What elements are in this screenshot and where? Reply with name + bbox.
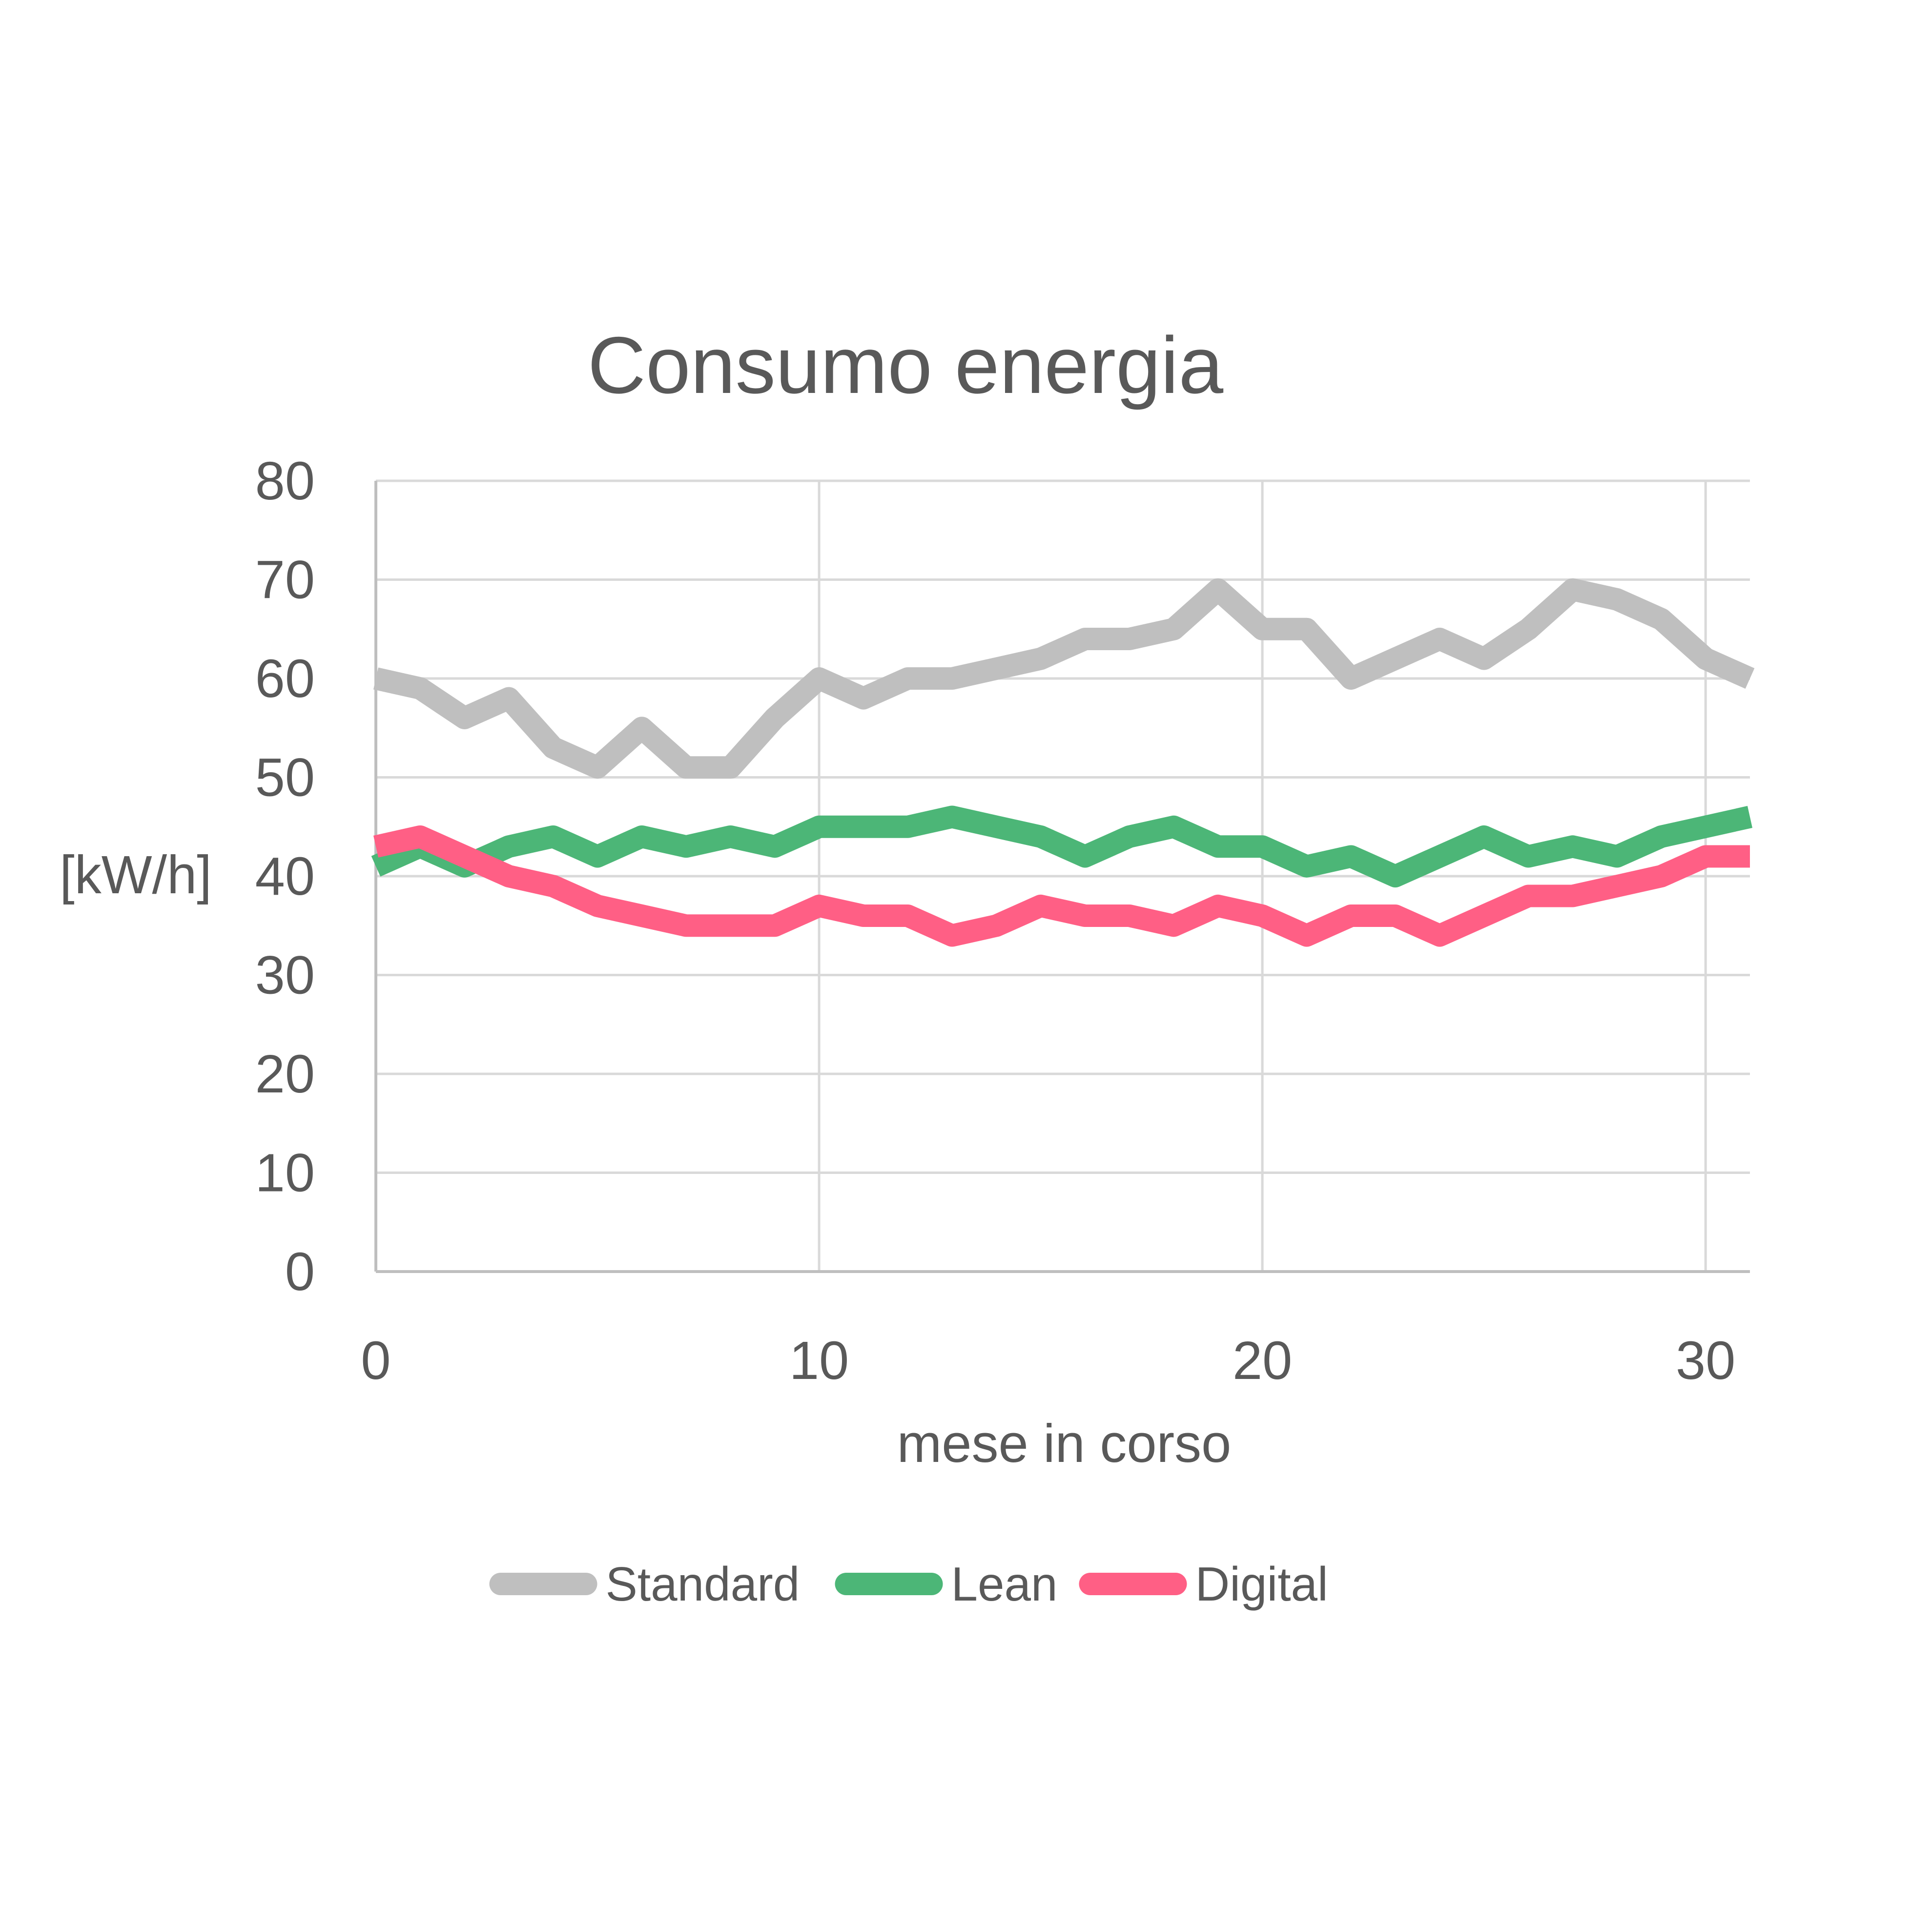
y-axis-label: [kW/h]	[60, 845, 212, 905]
y-tick-label-50: 50	[255, 748, 315, 808]
x-tick-label-0: 0	[361, 1331, 391, 1391]
legend-item-standard: Standard	[489, 1557, 800, 1611]
y-tick-label-60: 60	[255, 649, 315, 709]
x-axis-label: mese in corso	[897, 1414, 1232, 1474]
series-line-standard	[373, 578, 1755, 779]
legend-item-digital: Digital	[1079, 1557, 1328, 1611]
legend-label-lean: Lean	[951, 1557, 1058, 1611]
y-tick-label-40: 40	[255, 846, 315, 906]
y-tick-label-30: 30	[255, 945, 315, 1006]
x-tick-label-30: 30	[1676, 1331, 1735, 1391]
tick-labels: 0 10 20 30 40 50 60 70 80 0 10 20 30	[255, 451, 1736, 1391]
y-tick-label-80: 80	[255, 451, 315, 511]
x-tick-label-20: 20	[1233, 1331, 1292, 1391]
series-lines	[371, 578, 1755, 947]
legend-label-digital: Digital	[1195, 1557, 1328, 1611]
legend: Standard Lean Digital	[489, 1557, 1328, 1611]
legend-item-lean: Lean	[835, 1557, 1058, 1611]
y-tick-label-70: 70	[255, 550, 315, 610]
legend-label-standard: Standard	[606, 1557, 800, 1611]
y-tick-label-0: 0	[285, 1242, 315, 1302]
x-tick-label-10: 10	[789, 1331, 849, 1391]
series-line-lean	[371, 805, 1753, 887]
chart-title: Consumo energia	[588, 320, 1224, 410]
gridlines	[374, 479, 1750, 1273]
y-tick-label-10: 10	[255, 1143, 315, 1203]
y-tick-label-20: 20	[255, 1044, 315, 1104]
series-line-digital	[373, 825, 1750, 947]
